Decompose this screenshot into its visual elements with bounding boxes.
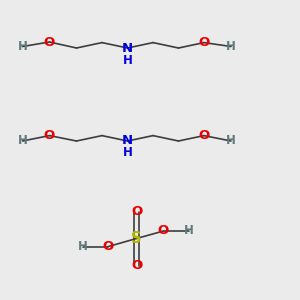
Text: O: O bbox=[158, 224, 169, 238]
Text: H: H bbox=[18, 134, 27, 148]
Text: H: H bbox=[184, 224, 194, 238]
Text: O: O bbox=[198, 129, 210, 142]
Text: O: O bbox=[131, 205, 142, 218]
Text: O: O bbox=[131, 259, 142, 272]
Text: O: O bbox=[44, 35, 55, 49]
Text: O: O bbox=[198, 36, 210, 49]
Text: H: H bbox=[226, 40, 236, 53]
Text: H: H bbox=[123, 146, 132, 160]
Text: O: O bbox=[44, 129, 55, 142]
Text: H: H bbox=[78, 240, 87, 253]
Text: O: O bbox=[102, 240, 114, 253]
Text: H: H bbox=[123, 53, 132, 67]
Text: S: S bbox=[131, 231, 142, 246]
Text: H: H bbox=[226, 134, 236, 148]
Text: N: N bbox=[122, 134, 133, 148]
Text: H: H bbox=[18, 40, 27, 53]
Text: N: N bbox=[122, 41, 133, 55]
